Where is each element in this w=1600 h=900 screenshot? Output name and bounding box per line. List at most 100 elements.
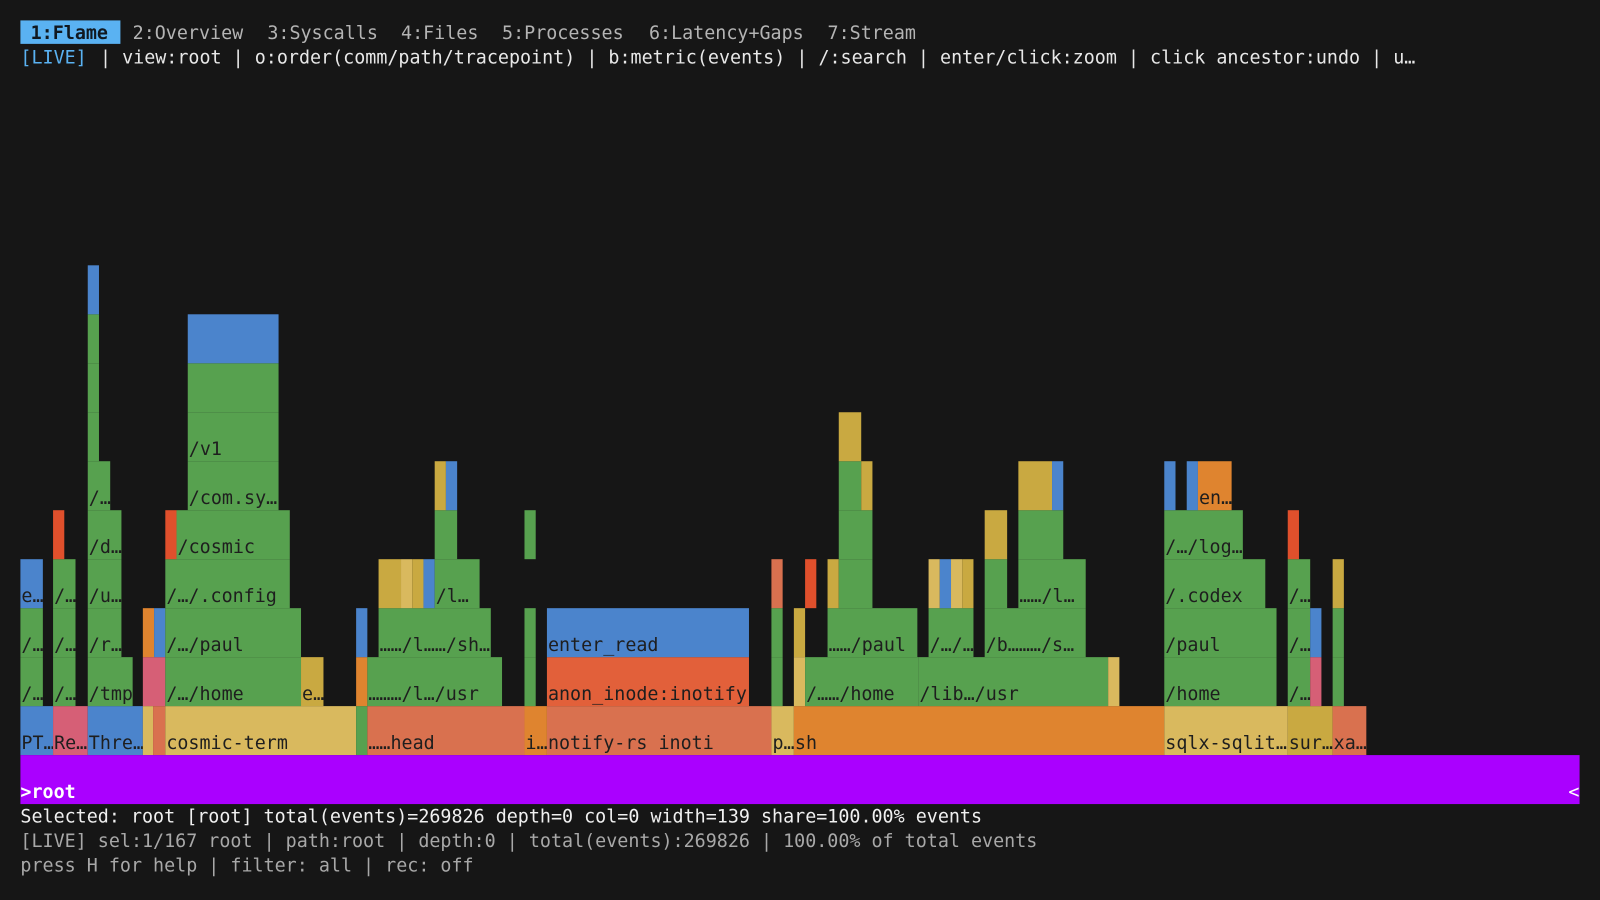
flame-frame[interactable] <box>20 559 43 609</box>
flame-frame[interactable] <box>793 706 1165 756</box>
flame-frame[interactable] <box>984 510 1008 560</box>
flame-frame[interactable] <box>984 608 1086 658</box>
flame-frame[interactable] <box>838 559 873 609</box>
flame-frame[interactable] <box>187 363 279 413</box>
flame-frame[interactable] <box>827 608 918 658</box>
flame-frame[interactable] <box>445 461 458 511</box>
flame-frame[interactable] <box>1186 461 1198 511</box>
flame-frame[interactable] <box>1310 657 1322 707</box>
flame-frame[interactable] <box>1332 706 1367 756</box>
tab[interactable]: 1:Flame <box>31 23 108 44</box>
flame-frame[interactable] <box>1164 608 1277 658</box>
flame-frame[interactable] <box>87 265 99 315</box>
flame-frame[interactable] <box>524 510 536 560</box>
flame-frame[interactable] <box>401 559 413 609</box>
flame-frame[interactable] <box>546 657 749 707</box>
flame-frame[interactable] <box>1164 657 1277 707</box>
flame-frame[interactable] <box>423 559 435 609</box>
flame-frame[interactable] <box>176 510 290 560</box>
flame-frame[interactable] <box>434 461 446 511</box>
flame-frame[interactable] <box>20 706 54 756</box>
flame-frame[interactable] <box>1018 559 1086 609</box>
flame-frame[interactable] <box>187 314 279 364</box>
flame-frame[interactable] <box>165 657 302 707</box>
flame-frame[interactable] <box>1287 608 1311 658</box>
flame-frame[interactable] <box>356 608 368 658</box>
flame-frame[interactable] <box>53 657 76 707</box>
tab[interactable]: 2:Overview <box>133 23 244 44</box>
flame-frame[interactable] <box>861 461 873 511</box>
flame-frame[interactable] <box>771 559 783 609</box>
flame-frame[interactable] <box>1164 559 1266 609</box>
flame-frame[interactable] <box>165 608 302 658</box>
flame-frame[interactable] <box>962 559 974 609</box>
flame-frame[interactable] <box>524 657 536 707</box>
flame-frame[interactable] <box>838 412 862 462</box>
flame-frame[interactable] <box>165 510 177 560</box>
flame-frame[interactable] <box>87 412 99 462</box>
flame-frame[interactable] <box>20 608 43 658</box>
flame-frame[interactable] <box>771 657 783 707</box>
flame-frame[interactable] <box>524 608 536 658</box>
flame-frame[interactable] <box>1018 461 1053 511</box>
flame-frame[interactable] <box>165 559 290 609</box>
flame-frame[interactable] <box>951 559 963 609</box>
flame-frame[interactable] <box>546 706 772 756</box>
flame-frame[interactable] <box>187 412 279 462</box>
tab[interactable]: 3:Syscalls <box>267 23 378 44</box>
flame-frame[interactable] <box>1287 510 1299 560</box>
flame-frame[interactable] <box>1052 461 1064 511</box>
flame-frame[interactable] <box>984 559 1008 609</box>
flame-frame[interactable] <box>87 314 99 364</box>
flame-frame[interactable] <box>793 657 806 707</box>
flame-frame[interactable] <box>87 510 122 560</box>
flame-frame[interactable] <box>87 559 122 609</box>
flame-frame[interactable] <box>20 657 43 707</box>
flame-frame[interactable] <box>928 559 940 609</box>
flame-frame[interactable] <box>1108 657 1120 707</box>
flame-frame[interactable] <box>87 608 122 658</box>
flame-frame[interactable] <box>367 706 525 756</box>
flame-frame[interactable] <box>153 706 166 756</box>
flame-frame[interactable] <box>53 510 65 560</box>
flame-frame[interactable] <box>434 510 458 560</box>
tab[interactable]: 7:Stream <box>828 23 916 44</box>
flame-frame[interactable] <box>827 559 839 609</box>
flame-frame[interactable] <box>356 706 368 756</box>
flame-frame[interactable] <box>301 657 324 707</box>
flame-frame[interactable] <box>1164 706 1288 756</box>
flame-frame[interactable] <box>805 559 817 609</box>
flame-frame[interactable] <box>1287 559 1311 609</box>
flame-frame[interactable] <box>87 363 99 413</box>
flame-frame[interactable] <box>1332 657 1344 707</box>
flame-frame[interactable] <box>546 608 749 658</box>
flame-frame[interactable] <box>53 559 76 609</box>
flame-frame[interactable] <box>53 706 88 756</box>
flame-frame[interactable] <box>838 461 862 511</box>
flame-frame[interactable] <box>771 608 783 658</box>
flame-frame[interactable] <box>1332 608 1344 658</box>
flame-frame[interactable] <box>928 608 974 658</box>
flame-frame[interactable] <box>378 608 491 658</box>
flame-frame[interactable] <box>367 657 503 707</box>
flame-frame[interactable] <box>771 706 794 756</box>
flame-frame[interactable] <box>356 657 368 707</box>
flame-frame[interactable] <box>434 559 480 609</box>
flame-frame[interactable] <box>378 559 402 609</box>
root-frame[interactable] <box>20 755 1580 805</box>
flame-frame[interactable] <box>1164 461 1176 511</box>
flame-frame[interactable] <box>87 461 111 511</box>
flame-frame[interactable] <box>53 608 76 658</box>
flame-frame[interactable] <box>1310 608 1322 658</box>
flame-frame[interactable] <box>142 657 166 707</box>
tab[interactable]: 4:Files <box>401 23 478 44</box>
flame-frame[interactable] <box>1164 510 1243 560</box>
flame-frame[interactable] <box>87 706 143 756</box>
flame-frame[interactable] <box>939 559 952 609</box>
flame-frame[interactable] <box>412 559 424 609</box>
flame-frame[interactable] <box>165 706 357 756</box>
flame-frame[interactable] <box>793 608 806 658</box>
flame-frame[interactable] <box>1287 706 1333 756</box>
flame-frame[interactable] <box>142 706 154 756</box>
flame-frame[interactable] <box>918 657 1109 707</box>
